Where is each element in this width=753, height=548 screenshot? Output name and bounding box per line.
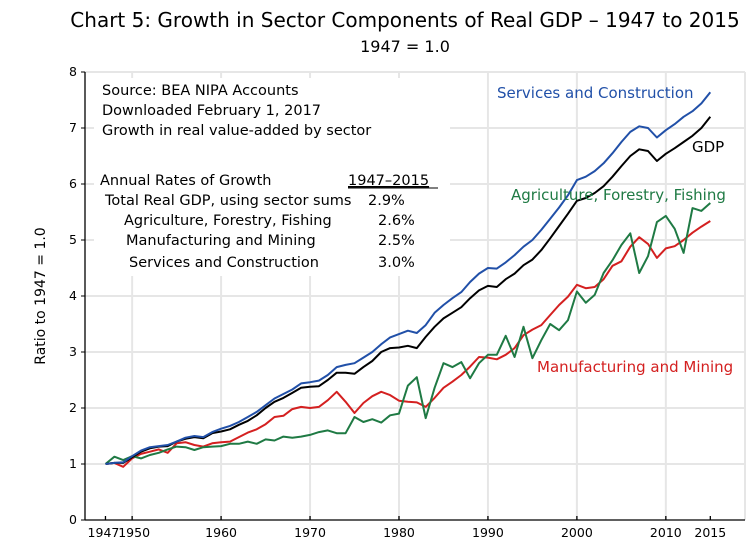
- growth-rates-table: Annual Rates of Growth 1947–2015 Total R…: [100, 173, 438, 271]
- y-axis-ticks: 0 1 2 3 4 5 6 7 8: [69, 64, 85, 527]
- source-line: Source: BEA NIPA Accounts: [102, 83, 299, 99]
- series-line-agriculture-forestry-fishing: [104, 202, 711, 465]
- y-tick-label: 2: [69, 400, 77, 415]
- y-tick-label: 8: [69, 64, 77, 79]
- rate-label-manufacturing: Manufacturing and Mining: [126, 233, 316, 249]
- chart-title: Chart 5: Growth in Sector Components of …: [70, 8, 739, 32]
- annotation-box: [94, 78, 450, 276]
- rate-value-agriculture: 2.6%: [378, 213, 415, 229]
- x-tick-label: 1950: [118, 525, 150, 540]
- download-line: Downloaded February 1, 2017: [102, 103, 321, 119]
- y-axis-label: Ratio to 1947 = 1.0: [33, 227, 49, 364]
- y-tick-label: 1: [69, 456, 77, 471]
- x-tick-label: 1947: [88, 525, 120, 540]
- y-tick-label: 4: [69, 288, 77, 303]
- rates-period: 1947–2015: [348, 173, 429, 189]
- series-label-manufacturing: Manufacturing and Mining: [537, 358, 733, 376]
- series-label-services: Services and Construction: [497, 84, 694, 102]
- y-tick-label: 5: [69, 232, 77, 247]
- series-line-services-and-construction: [105, 91, 712, 465]
- y-tick-label: 6: [69, 176, 77, 191]
- rate-label-services: Services and Construction: [129, 255, 319, 271]
- series-line-manufacturing-and-mining: [105, 220, 711, 468]
- chart-subtitle: 1947 = 1.0: [360, 37, 450, 56]
- source-note: Source: BEA NIPA Accounts Downloaded Feb…: [102, 83, 371, 139]
- y-tick-label: 0: [69, 512, 77, 527]
- y-tick-label: 3: [69, 344, 77, 359]
- description-line: Growth in real value-added by sector: [102, 123, 371, 139]
- rate-value-services: 3.0%: [378, 255, 415, 271]
- rate-label-agriculture: Agriculture, Forestry, Fishing: [124, 213, 332, 229]
- series-label-gdp: GDP: [692, 138, 724, 156]
- x-tick-label: 1980: [383, 525, 415, 540]
- rate-value-manufacturing: 2.5%: [378, 233, 415, 249]
- series-label-agriculture: Agriculture, Forestry, Fishing: [511, 186, 726, 204]
- rates-header: Annual Rates of Growth: [100, 173, 272, 189]
- x-tick-label: 2010: [650, 525, 682, 540]
- y-tick-label: 7: [69, 120, 77, 135]
- x-tick-label: 2000: [561, 525, 593, 540]
- rate-value-gdp: 2.9%: [368, 193, 405, 209]
- series-lines: [104, 91, 712, 468]
- x-tick-label: 1970: [294, 525, 326, 540]
- x-tick-label: 1960: [205, 525, 237, 540]
- rate-label-gdp: Total Real GDP, using sector sums: [104, 193, 351, 209]
- x-tick-label: 1990: [472, 525, 504, 540]
- x-tick-label: 2015: [694, 525, 726, 540]
